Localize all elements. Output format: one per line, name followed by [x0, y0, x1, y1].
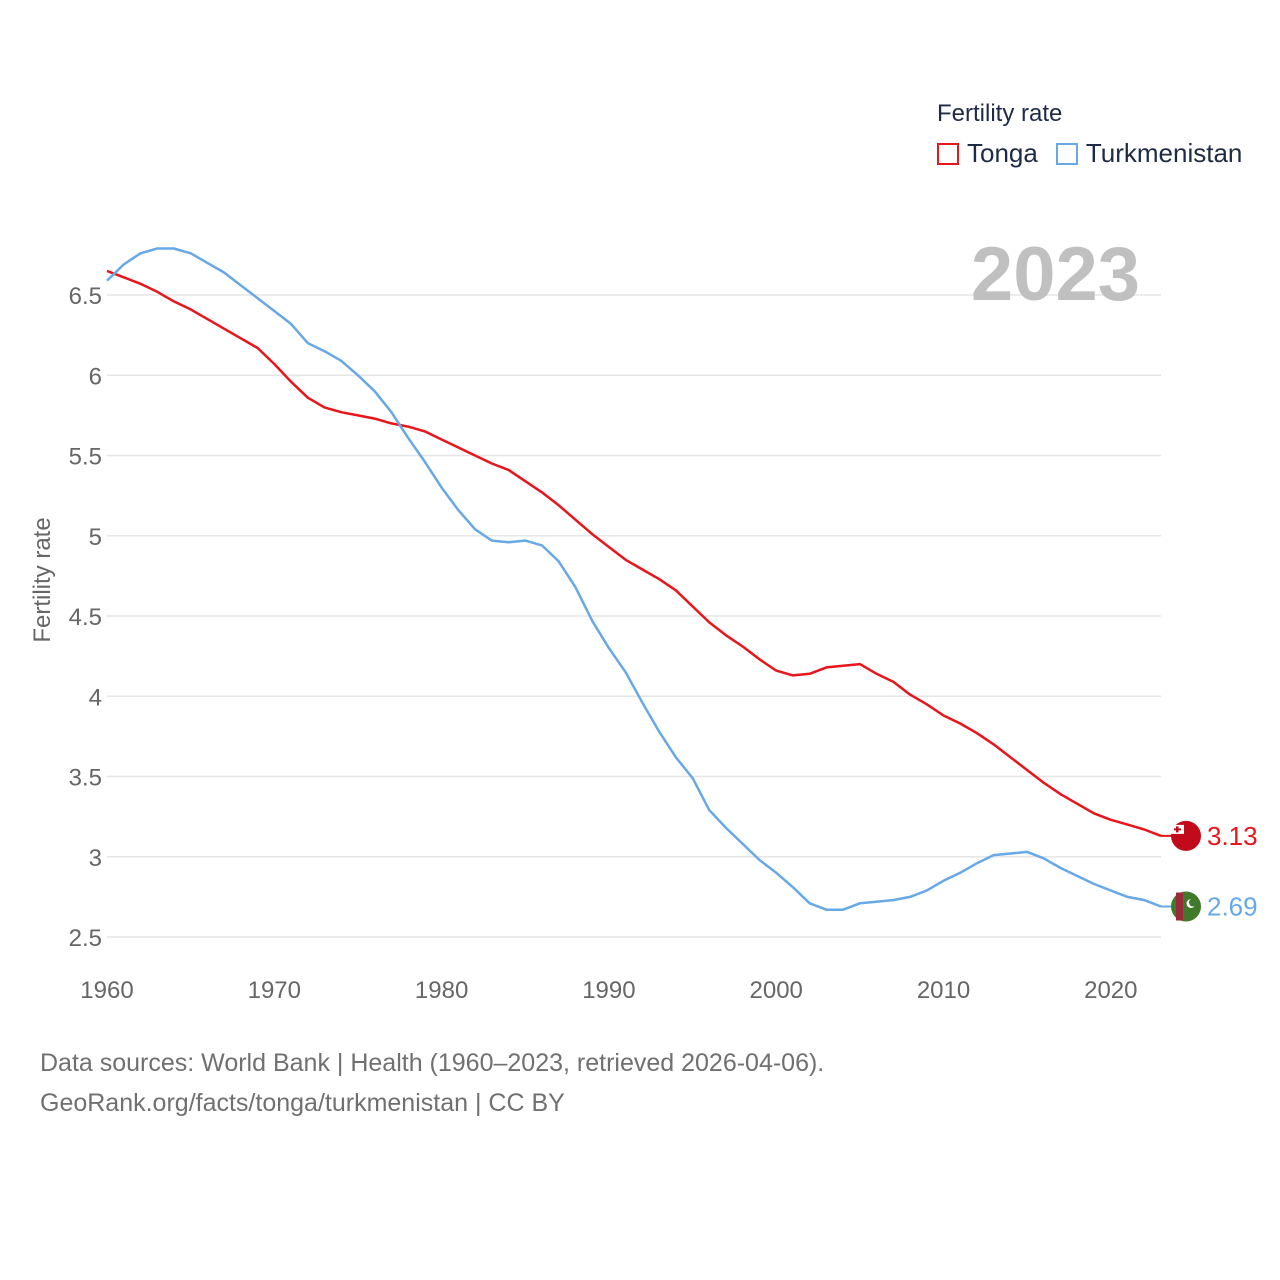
y-axis-ticks: 2.5 3 3.5 4 4.5 5 5.5 6 6.5 [69, 283, 102, 952]
y-axis-label: Fertility rate [29, 517, 56, 642]
legend-swatch-tonga [937, 142, 959, 165]
flag-icon-tonga [1171, 820, 1201, 851]
y-tick-label: 6.5 [69, 283, 102, 310]
flag-icon-turkmenistan [1171, 891, 1201, 922]
y-tick-label: 3.5 [69, 765, 102, 792]
legend-label-tonga: Tonga [967, 138, 1038, 168]
end-value-label-turkmenistan: 2.69 [1207, 892, 1258, 922]
x-tick-label: 1970 [248, 977, 301, 1004]
gridlines [107, 294, 1161, 938]
y-tick-label: 5.5 [69, 444, 102, 471]
legend-title: Fertility rate [937, 100, 1063, 127]
y-tick-label: 2.5 [69, 925, 102, 952]
x-tick-label: 1990 [582, 977, 635, 1004]
legend-item-turkmenistan[interactable]: Turkmenistan [1055, 138, 1243, 169]
year-watermark: 2023 [971, 232, 1140, 317]
legend-item-tonga[interactable]: Tonga [937, 138, 1038, 169]
legend: Fertility rate Tonga Turkmenistan [937, 100, 1260, 169]
legend-label-turkmenistan: Turkmenistan [1085, 138, 1243, 168]
x-axis-ticks: 1960 1970 1980 1990 2000 2010 2020 [80, 977, 1137, 1004]
source-link[interactable]: GeoRank.org/facts/tonga/turkmenistan | C… [40, 1089, 565, 1117]
series-lines [106, 247, 1162, 911]
x-tick-label: 2010 [917, 977, 970, 1004]
series-end-markers: 3.13 2.69 [1161, 820, 1258, 922]
x-tick-label: 1980 [415, 977, 468, 1004]
y-tick-label: 3 [89, 845, 102, 872]
data-sources-note: Data sources: World Bank | Health (1960–… [40, 1049, 825, 1077]
series-line-tonga[interactable] [106, 269, 1162, 838]
y-tick-label: 4.5 [69, 604, 102, 631]
series-line-turkmenistan[interactable] [106, 247, 1162, 911]
x-tick-label: 2000 [750, 977, 803, 1004]
y-tick-label: 6 [89, 363, 102, 390]
x-tick-label: 2020 [1084, 977, 1137, 1004]
legend-swatch-turkmenistan [1055, 142, 1078, 165]
footer: Data sources: World Bank | Health (1960–… [40, 1043, 824, 1123]
x-tick-label: 1960 [80, 977, 133, 1004]
y-tick-label: 4 [89, 684, 102, 711]
end-value-label-tonga: 3.13 [1207, 821, 1258, 851]
y-tick-label: 5 [89, 524, 102, 551]
